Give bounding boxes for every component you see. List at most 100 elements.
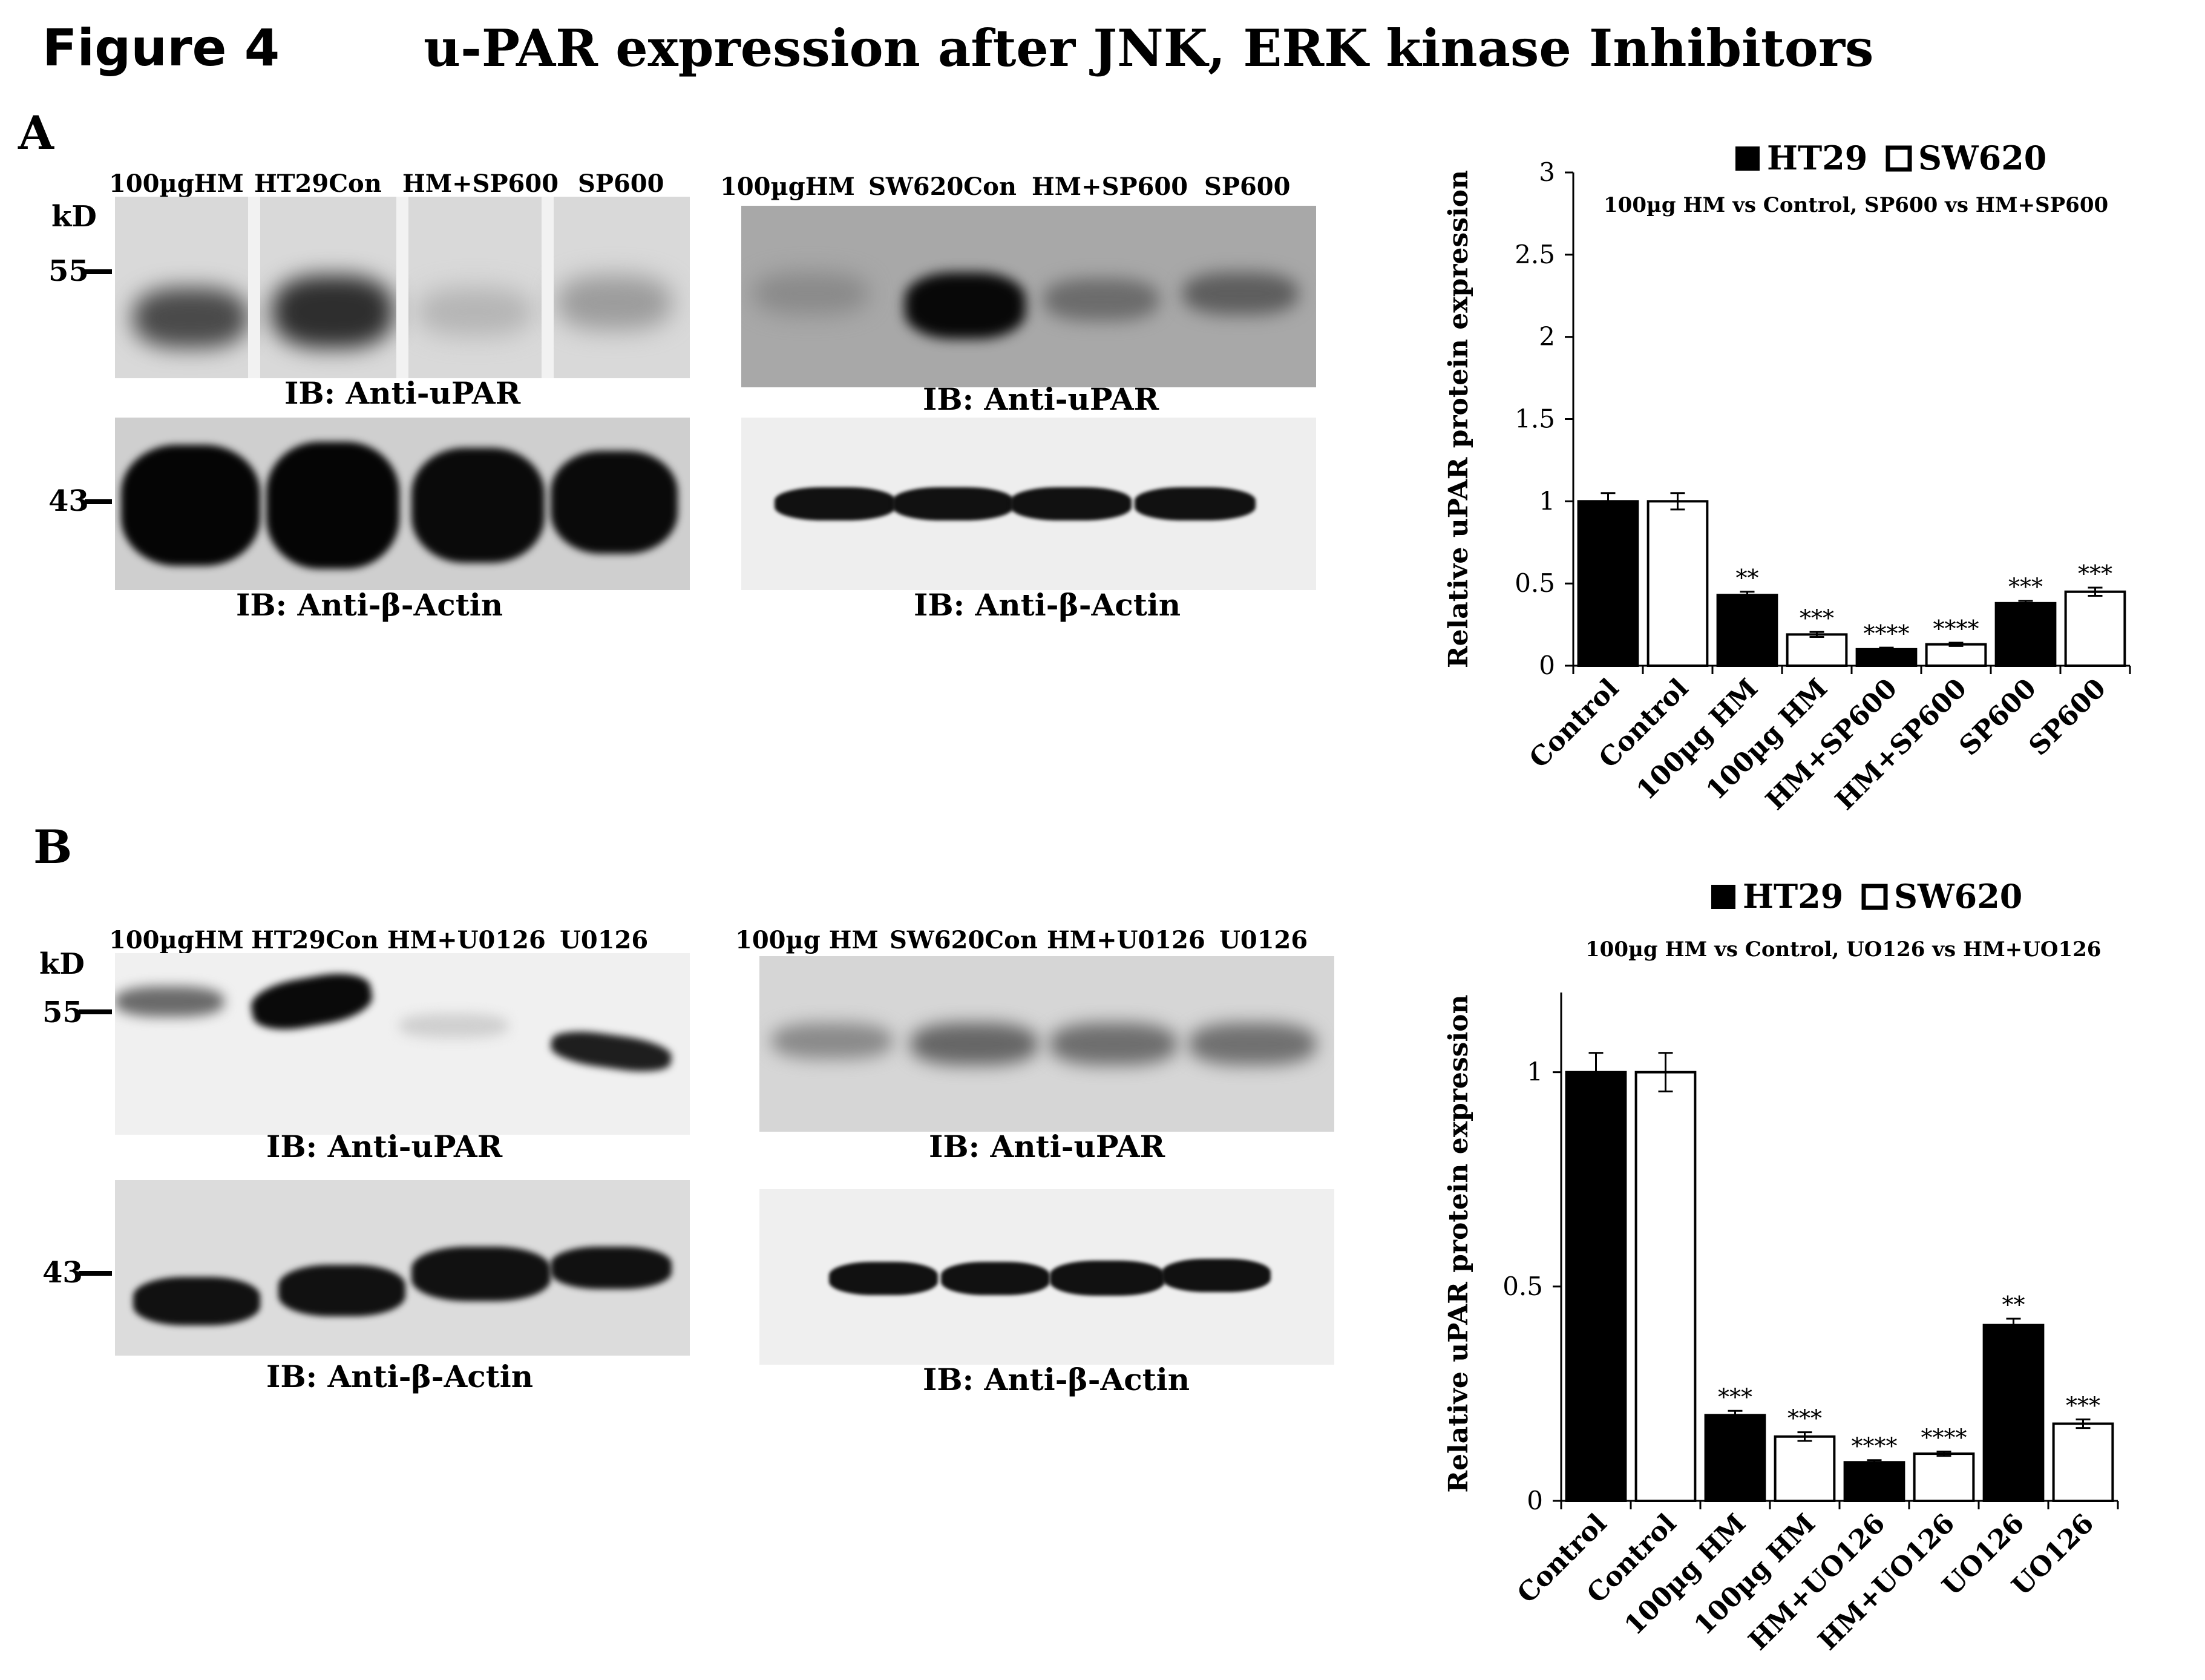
legend-label: SW620 [1894,877,2022,916]
ib-label-upar: IB: Anti-uPAR [929,1129,1165,1164]
lane-label: HM+U0126 [387,926,546,954]
lane-label: U0126 [1219,926,1308,954]
lane-label: 100µgHM [109,926,244,954]
lane-label: SP600 [1204,172,1291,201]
significance-label: *** [2066,1392,2100,1419]
y-tick-label: 0.5 [1515,568,1555,598]
bar [1994,602,2057,667]
significance-label: *** [2078,560,2112,587]
significance-label: *** [1787,1405,1822,1432]
legend-swatch-ht29 [1735,146,1760,171]
y-axis-label: Relative uPAR protein expression [1443,994,1474,1492]
western-blot-actin-ht29-a [115,418,690,590]
y-tick-label: 1 [1527,1057,1543,1087]
y-tick-label: 1 [1539,486,1555,516]
x-tick-label: 100µg HM [1688,1508,1821,1641]
marker-43: 43 [42,1256,83,1290]
bar [1704,1414,1766,1502]
marker-55-tick [79,1009,112,1014]
panel-letter-b: B [33,820,73,874]
significance-label: *** [2008,574,2043,600]
x-tick-label: SP600 [1953,673,2042,762]
lane-label: HM+U0126 [1047,926,1205,954]
ib-label-actin: IB: Anti-β-Actin [266,1359,534,1394]
x-tick-label: SP600 [2023,673,2112,762]
bar [1774,1435,1836,1502]
significance-label: **** [1852,1433,1898,1460]
western-blot-actin-sw620-a [741,418,1316,590]
ib-label-upar: IB: Anti-uPAR [923,381,1159,417]
bar [1855,648,1918,667]
lane-label: HT29Con [254,169,382,198]
y-axis-label: Relative uPAR protein expression [1443,170,1474,668]
significance-label: *** [1718,1383,1752,1410]
figure-label: Figure 4 [42,18,280,77]
lane-label: HM+SP600 [1032,172,1188,201]
lane-label: SW620Con [890,926,1038,954]
marker-55: 55 [48,254,89,288]
bar [1913,1452,1975,1502]
kd-label: kD [51,200,97,234]
bar-chart-a: HT29 SW620 100µg HM vs Control, SP600 vs H… [1443,139,2131,816]
y-tick-label: 2 [1539,322,1555,352]
marker-43: 43 [48,484,89,518]
x-tick-label: 100µg HM [1700,673,1833,806]
marker-43-tick [79,1271,112,1276]
significance-label: **** [1921,1425,1967,1451]
x-tick-label: 100µg HM [1631,673,1764,806]
lane-label: HT29Con [251,926,379,954]
kd-label: kD [39,947,85,981]
lane-label: SP600 [578,169,664,198]
bar [2052,1422,2114,1502]
ib-label-actin: IB: Anti-β-Actin [923,1362,1190,1397]
bar [1843,1461,1905,1502]
y-tick-label: 2.5 [1515,240,1555,269]
significance-label: **** [1864,620,1910,647]
significance-label: *** [1800,605,1834,631]
marker-55-tick [85,269,112,274]
legend-label: SW620 [1918,139,2046,177]
western-blot-actin-sw620-b [759,1189,1334,1365]
western-blot-upar-ht29-b [115,953,690,1135]
ib-label-upar: IB: Anti-uPAR [266,1129,503,1164]
western-blot-upar-ht29-a [115,197,690,378]
western-blot-actin-ht29-b [115,1180,690,1356]
significance-label: **** [1933,615,1979,642]
lane-label: 100µgHM [720,172,855,201]
bar [1646,500,1709,667]
figure-title: u-PAR expression after JNK, ERK kinase I… [424,18,1874,78]
lane-label: SW620Con [868,172,1017,201]
bar-chart-b: HT29 SW620 100µg HM vs Control, UO126 vs H… [1443,877,2119,1656]
ib-label-actin: IB: Anti-β-Actin [236,587,503,623]
lane-label: 100µg HM [735,926,879,954]
y-tick-label: 0 [1527,1486,1543,1515]
panel-letter-a: A [18,106,54,160]
marker-43-tick [85,499,112,504]
y-tick-label: 0.5 [1502,1271,1543,1301]
lane-label: HM+SP600 [402,169,559,198]
legend-swatch-sw620 [1886,145,1912,172]
y-tick-label: 0 [1539,651,1555,680]
chart-subtitle: 100µg HM vs Control, SP600 vs HM+SP600 [1604,193,2108,217]
bar [1577,500,1639,667]
bar [1786,633,1848,668]
lane-label: 100µgHM [109,169,244,198]
marker-55: 55 [42,996,83,1029]
bar [1716,594,1778,668]
western-blot-upar-sw620-b [759,956,1334,1132]
y-tick-label: 3 [1539,157,1555,187]
western-blot-upar-sw620-a [741,206,1316,387]
ib-label-upar: IB: Anti-uPAR [284,375,521,411]
legend-label: HT29 [1743,877,1843,916]
x-tick-label: 100µg HM [1619,1508,1752,1641]
legend-label: HT29 [1767,139,1867,177]
bar [2064,590,2126,667]
bar [1634,1071,1697,1502]
legend-swatch-sw620 [1861,884,1888,910]
bar [1565,1071,1627,1502]
y-tick-label: 1.5 [1515,404,1555,434]
chart-subtitle: 100µg HM vs Control, UO126 vs HM+UO126 [1585,937,2101,962]
bar [1925,643,1987,668]
legend-swatch-ht29 [1711,885,1735,909]
significance-label: ** [2002,1291,2025,1318]
